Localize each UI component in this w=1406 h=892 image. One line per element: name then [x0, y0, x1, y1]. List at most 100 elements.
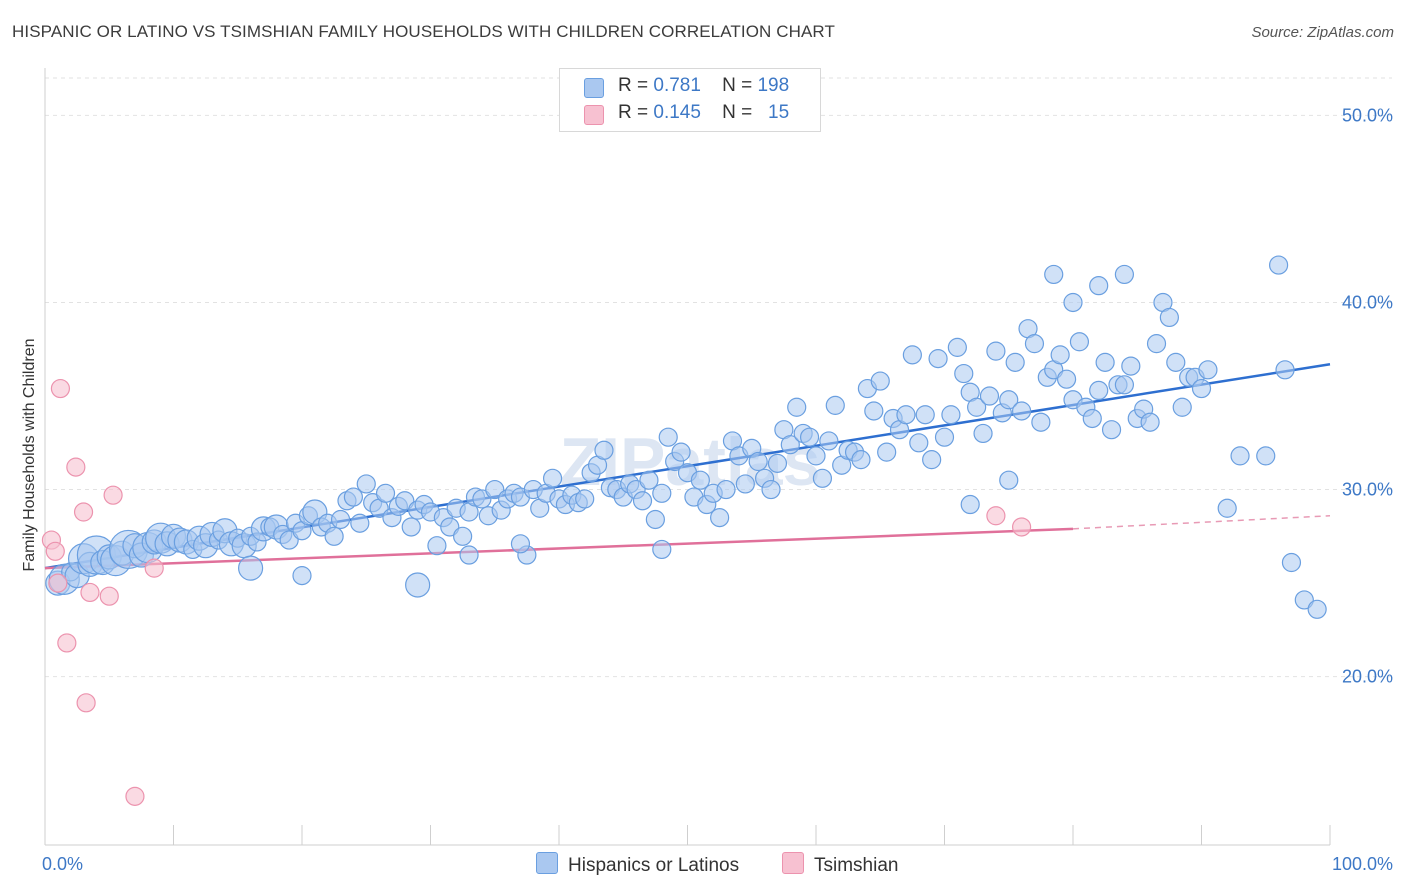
- hispanic-point: [1050, 345, 1070, 365]
- hispanic-point: [292, 566, 312, 586]
- hispanic-point: [1095, 352, 1115, 372]
- hispanic-point: [1005, 352, 1025, 372]
- hispanic-point: [575, 489, 595, 509]
- hispanic-point: [324, 526, 344, 546]
- hispanic-point: [1121, 356, 1141, 376]
- hispanic-point: [941, 405, 961, 425]
- legend-r-label: R =: [618, 102, 649, 123]
- hispanic-point: [877, 442, 897, 462]
- tsimshian-point: [66, 457, 86, 477]
- legend-r-value: 0.781: [653, 75, 701, 96]
- hispanic-point: [1114, 264, 1135, 285]
- hispanic-point: [922, 450, 942, 470]
- hispanic-point: [967, 397, 987, 417]
- hispanic-point: [1044, 264, 1064, 285]
- hispanic-point: [594, 440, 614, 460]
- hispanic-point: [690, 470, 710, 490]
- hispanic-point: [1114, 375, 1135, 395]
- hispanic-point: [1275, 360, 1295, 380]
- y-axis-title: Family Households with Children: [21, 339, 38, 572]
- hispanic-point: [1089, 380, 1109, 401]
- y-tick-label: 30.0%: [1342, 480, 1393, 500]
- hispanic-point: [542, 468, 563, 488]
- tsimshian-point: [103, 485, 123, 505]
- tsimshian-point: [80, 582, 100, 603]
- hispanic-point: [787, 397, 807, 417]
- hispanic-point: [1191, 378, 1212, 399]
- legend-n-value: 15: [768, 102, 790, 123]
- hispanic-point: [440, 517, 460, 537]
- legend: R = 0.781 N = 198 R = 0.145 N = 15: [559, 68, 821, 132]
- hispanic-point: [735, 474, 755, 494]
- x-tick-label-start: 0.0%: [42, 854, 83, 874]
- hispanic-point: [1230, 446, 1250, 466]
- hispanic-point: [1011, 401, 1032, 421]
- bottom-legend-tsimshian: Tsimshian: [782, 852, 898, 877]
- hispanic-point: [896, 405, 916, 425]
- hispanic-point: [1082, 408, 1102, 429]
- hispanic-point: [915, 405, 935, 425]
- hispanic-point: [1307, 599, 1327, 619]
- hispanic-point: [780, 435, 800, 455]
- legend-swatch-hispanic: [584, 78, 604, 98]
- hispanic-point: [1089, 276, 1109, 296]
- hispanic-point: [864, 401, 884, 421]
- hispanic-point: [453, 526, 473, 546]
- bottom-legend-label-hispanic: Hispanics or Latinos: [568, 855, 740, 876]
- tsimshian-point: [986, 506, 1006, 526]
- hispanic-point: [485, 479, 505, 500]
- x-tick-label-end: 100.0%: [1332, 854, 1393, 874]
- hispanic-point: [716, 479, 736, 500]
- hispanic-point: [999, 470, 1019, 490]
- y-tick-label: 20.0%: [1342, 667, 1393, 687]
- chart-title: HISPANIC OR LATINO VS TSIMSHIAN FAMILY H…: [12, 22, 835, 41]
- hispanic-point: [1056, 369, 1077, 389]
- hispanic-point: [979, 386, 1000, 406]
- hispanic-point: [710, 508, 730, 528]
- hispanic-point: [928, 349, 948, 369]
- hispanic-point: [1024, 334, 1045, 354]
- hispanic-point: [986, 341, 1006, 361]
- bottom-legend-swatch-hispanic: [536, 852, 558, 874]
- hispanic-point: [947, 337, 967, 357]
- hispanic-point: [954, 363, 974, 384]
- tsimshian-trend-line: [44, 527, 1074, 570]
- hispanic-point: [819, 431, 839, 451]
- hispanic-point: [1146, 334, 1167, 354]
- hispanic-point: [799, 427, 820, 447]
- hispanic-point: [652, 483, 672, 503]
- hispanic-point: [401, 517, 421, 537]
- hispanic-point: [1140, 412, 1160, 432]
- legend-r-value: 0.145: [653, 102, 701, 123]
- hispanic-point: [1268, 255, 1289, 275]
- tsimshian-point: [1011, 517, 1032, 537]
- tsimshian-point: [125, 786, 145, 806]
- hispanic-point: [1063, 292, 1083, 313]
- hispanic-point: [356, 474, 376, 494]
- hispanic-point: [851, 450, 871, 470]
- hispanic-point: [1172, 397, 1192, 417]
- hispanic-points: [45, 255, 1327, 619]
- bottom-legend-label-tsimshian: Tsimshian: [814, 855, 899, 876]
- hispanic-point: [639, 470, 659, 490]
- hispanic-point: [238, 555, 264, 581]
- hispanic-point: [652, 539, 672, 560]
- hispanic-point: [909, 433, 929, 453]
- tsimshian-point: [50, 378, 71, 399]
- hispanic-point: [427, 536, 447, 556]
- hispanic-point: [870, 371, 890, 391]
- hispanic-point: [1166, 352, 1186, 372]
- hispanic-point: [1159, 307, 1179, 328]
- hispanic-point: [330, 509, 351, 530]
- axes: [44, 68, 1331, 846]
- y-tick-label: 40.0%: [1342, 292, 1393, 312]
- hispanic-point: [375, 483, 396, 503]
- hispanic-point: [405, 572, 431, 598]
- hispanic-point: [459, 545, 479, 565]
- hispanic-point: [395, 491, 415, 511]
- y-tick-label: 50.0%: [1342, 105, 1393, 125]
- hispanic-point: [999, 390, 1019, 410]
- tsimshian-point: [57, 633, 77, 653]
- hispanic-point: [960, 494, 980, 515]
